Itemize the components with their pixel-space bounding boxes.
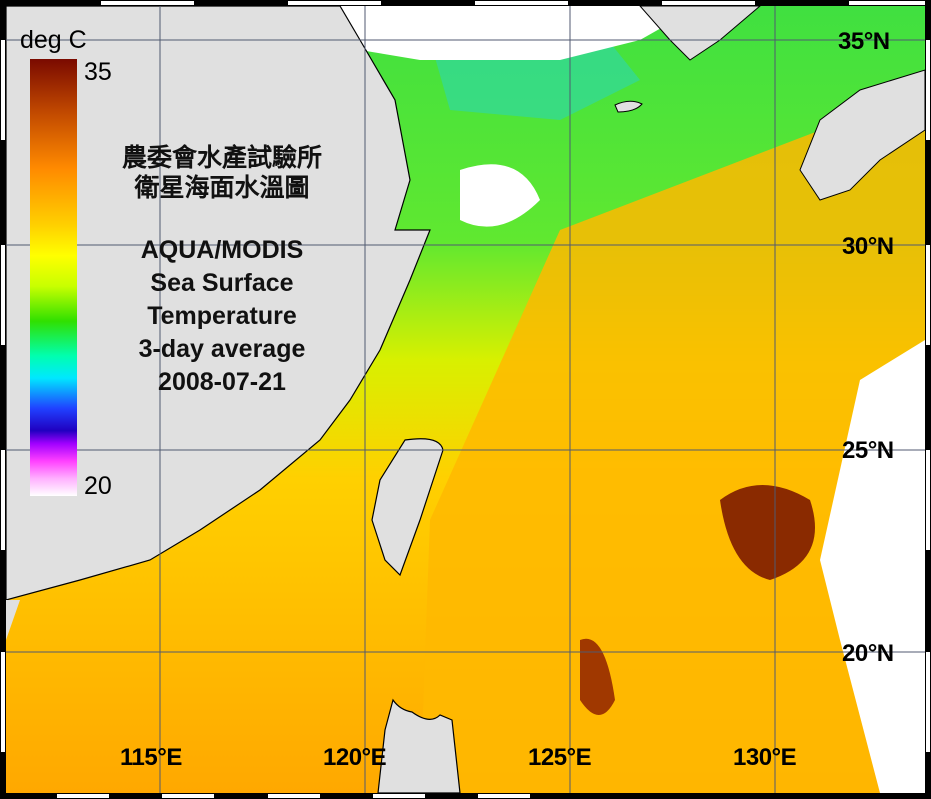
- lon-label: 125°E: [528, 744, 592, 771]
- no-data: [460, 164, 540, 227]
- lat-label: 30°N: [842, 233, 894, 260]
- land-china: [5, 5, 431, 601]
- no-data: [820, 340, 925, 793]
- hot-spot: [580, 638, 615, 715]
- no-data: [340, 6, 700, 60]
- title-line: 衛星海面水溫圖: [134, 173, 310, 202]
- colorbar-min: 20: [84, 472, 112, 500]
- lon-label: 115°E: [120, 744, 182, 771]
- land-jeju: [614, 100, 643, 113]
- land-luzon: [377, 698, 461, 794]
- lon-label: 120°E: [323, 744, 387, 771]
- title-line: AQUA/MODIS: [140, 236, 304, 264]
- land-japan: [799, 69, 926, 201]
- title-line: Temperature: [147, 302, 297, 330]
- lat-label: 35°N: [838, 28, 890, 55]
- title-chinese: 農委會水產試驗所 衛星海面水溫圖: [92, 143, 352, 203]
- title-line: Sea Surface: [150, 269, 294, 297]
- lat-label: 25°N: [842, 437, 894, 464]
- title-line: 3-day average: [138, 335, 306, 363]
- lat-label: 20°N: [842, 640, 894, 667]
- warm-region: [420, 90, 925, 793]
- land-hainan: [6, 600, 20, 640]
- land-taiwan: [371, 438, 444, 577]
- title-line: 農委會水產試驗所: [121, 143, 322, 172]
- hot-spot: [720, 485, 815, 580]
- colorbar: [30, 59, 77, 496]
- lon-label: 130°E: [733, 744, 797, 771]
- land-korea: [638, 5, 762, 61]
- colorbar-unit: deg C: [20, 26, 87, 54]
- graticule: [6, 6, 925, 793]
- title-line: 2008-07-21: [158, 368, 286, 396]
- title-english: AQUA/MODIS Sea Surface Temperature 3-day…: [92, 234, 352, 399]
- colorbar-max: 35: [84, 58, 112, 86]
